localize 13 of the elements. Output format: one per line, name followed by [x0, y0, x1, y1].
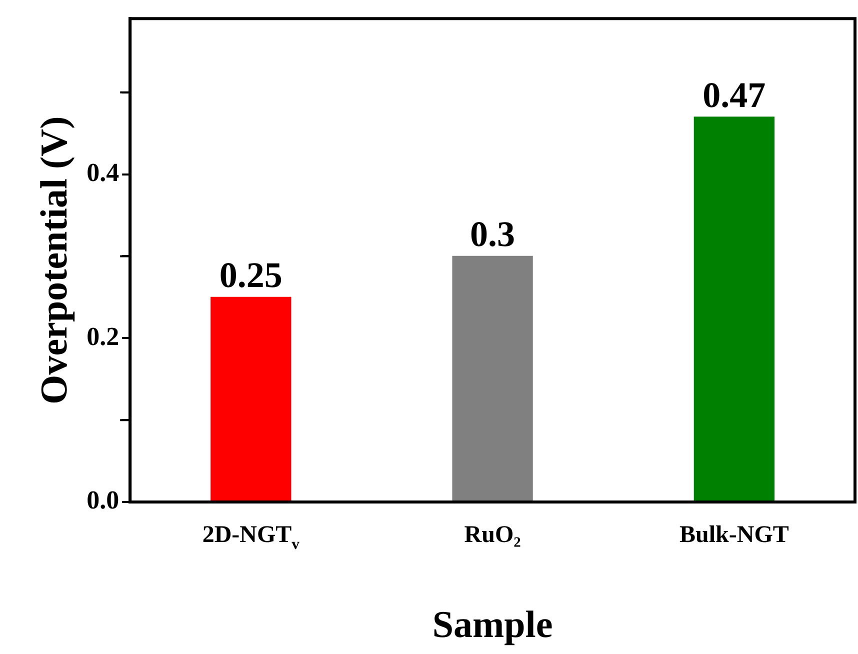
x-tick-label: Bulk-NGT	[680, 522, 789, 548]
data-label: 0.47	[702, 74, 766, 115]
bar	[210, 296, 292, 502]
data-label: 0.25	[219, 255, 282, 296]
y-tick-label: 0.4	[86, 158, 120, 187]
y-tick-label: 0.0	[86, 486, 120, 515]
data-label: 0.3	[470, 214, 516, 254]
x-tick-label: RuO₂	[464, 522, 521, 548]
bar	[452, 256, 533, 502]
y-tick-label: 0.2	[86, 322, 120, 351]
x-axis-title: Sample	[432, 604, 553, 646]
y-axis-title: Overpotential (V)	[34, 116, 76, 404]
bar	[694, 116, 775, 502]
